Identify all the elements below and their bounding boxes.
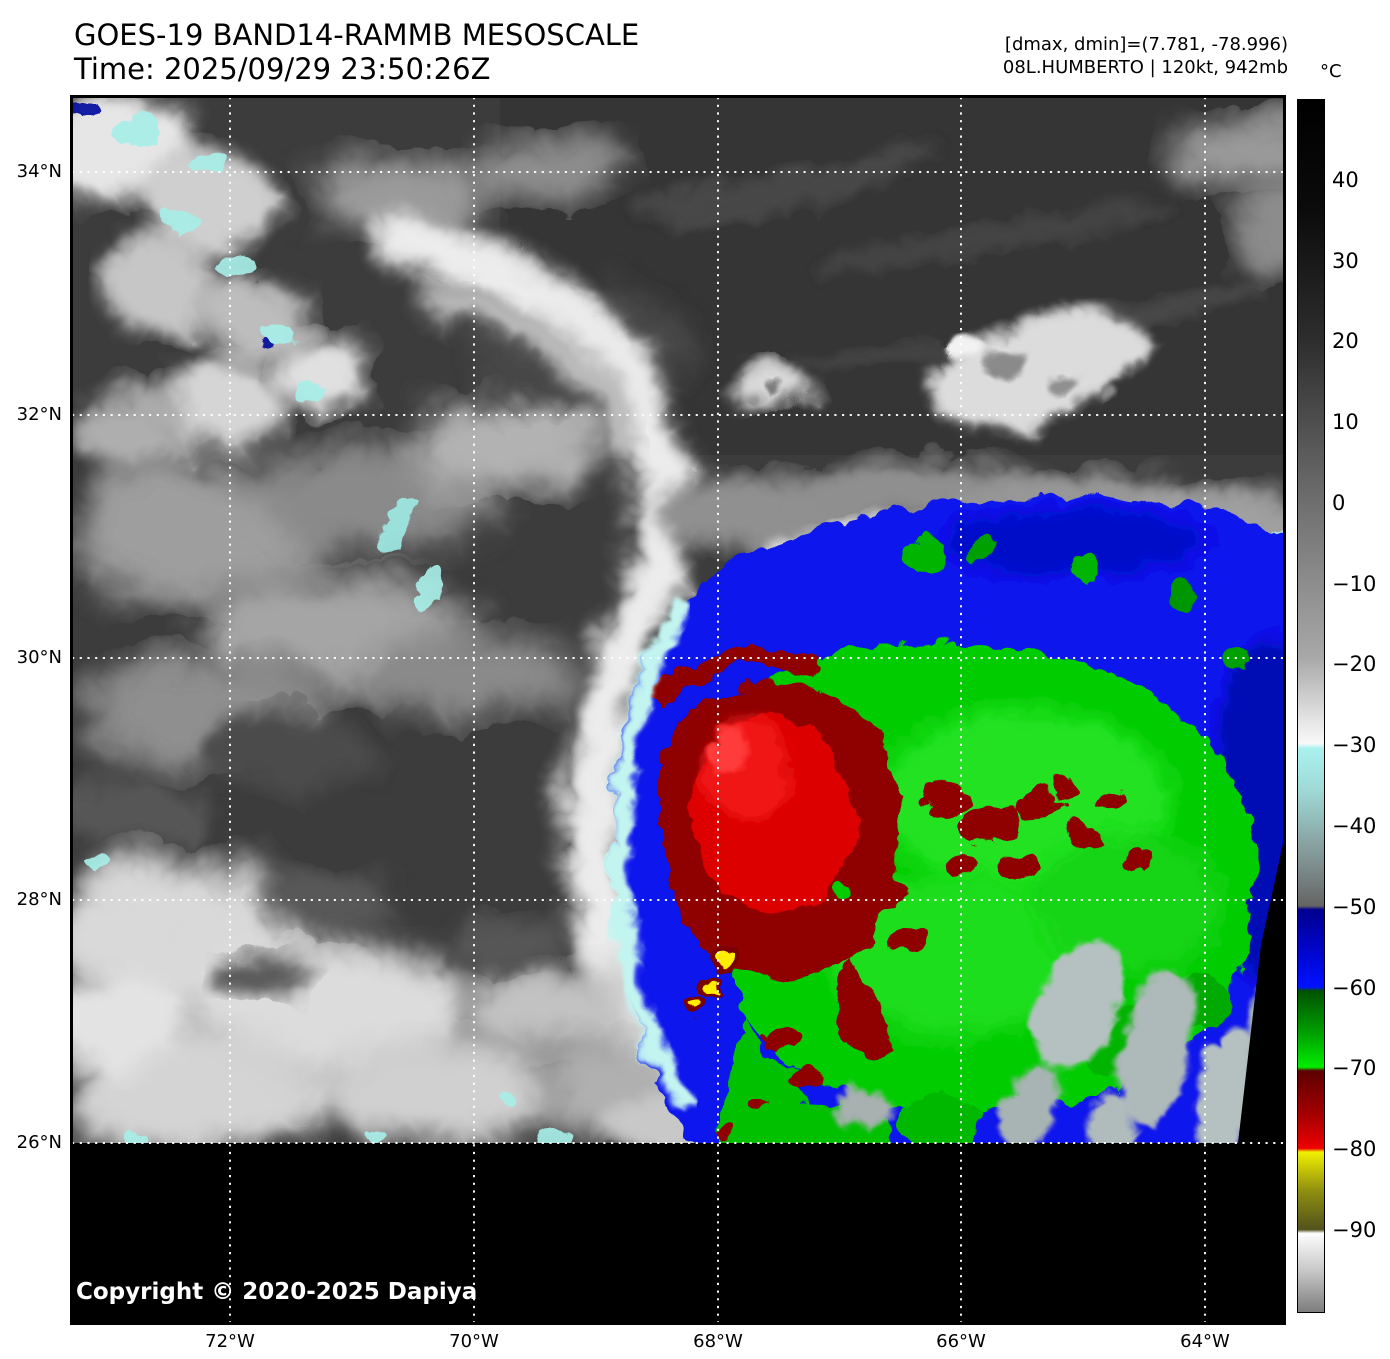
- lat-label-34n: 34°N: [16, 161, 62, 182]
- colorbar-tick: 30: [1332, 249, 1359, 273]
- colorbar-unit-label: °C: [1320, 61, 1342, 82]
- lon-label-66w: 66°W: [936, 1331, 986, 1352]
- satellite-image: [70, 95, 1286, 1325]
- colorbar-tick: −20: [1332, 652, 1377, 676]
- lon-label-72w: 72°W: [205, 1331, 255, 1352]
- colorbar-tick: 40: [1332, 168, 1359, 192]
- storm-cold-shield: [604, 492, 1286, 1167]
- no-data-strip: [70, 1143, 1286, 1325]
- graticule: [72, 97, 1284, 1323]
- colorbar-tick: −80: [1332, 1137, 1377, 1161]
- colorbar-tick: 0: [1332, 491, 1346, 515]
- plot-frame: [70, 95, 1286, 1325]
- colorbar-tick: −70: [1332, 1056, 1377, 1080]
- colorbar-tick: −50: [1332, 895, 1377, 919]
- temperature-colorbar: [1297, 99, 1325, 1313]
- colorbar-tick: 10: [1332, 410, 1359, 434]
- lon-label-68w: 68°W: [693, 1331, 743, 1352]
- colorbar-tick: −40: [1332, 814, 1377, 838]
- yellow-overshoots: [682, 939, 732, 1011]
- west-cyan-fringe: [604, 589, 691, 1107]
- colorbar-tick: −10: [1332, 572, 1377, 596]
- lat-label-28n: 28°N: [16, 889, 62, 910]
- storm-info: 08L.HUMBERTO | 120kt, 942mb: [1002, 57, 1288, 78]
- page-title: GOES-19 BAND14-RAMMB MESOSCALE: [74, 18, 640, 52]
- colorbar-tick: −90: [1332, 1218, 1377, 1242]
- lon-label-64w: 64°W: [1180, 1331, 1230, 1352]
- lat-label-26n: 26°N: [16, 1132, 62, 1153]
- lat-label-32n: 32°N: [16, 404, 62, 425]
- scan-edge-wedge: [1238, 830, 1286, 1143]
- lat-label-30n: 30°N: [16, 647, 62, 668]
- dmax-dmin-readout: [dmax, dmin]=(7.781, -78.996): [1004, 34, 1288, 55]
- lon-label-70w: 70°W: [449, 1331, 499, 1352]
- colorbar-tick: −60: [1332, 976, 1377, 1000]
- colorbar-tick: 20: [1332, 329, 1359, 353]
- timestamp: Time: 2025/09/29 23:50:26Z: [74, 52, 491, 86]
- copyright-notice: Copyright © 2020-2025 Dapiya: [76, 1279, 478, 1305]
- satellite-map: Copyright © 2020-2025 Dapiya: [70, 95, 1286, 1325]
- colorbar-tick: −30: [1332, 733, 1377, 757]
